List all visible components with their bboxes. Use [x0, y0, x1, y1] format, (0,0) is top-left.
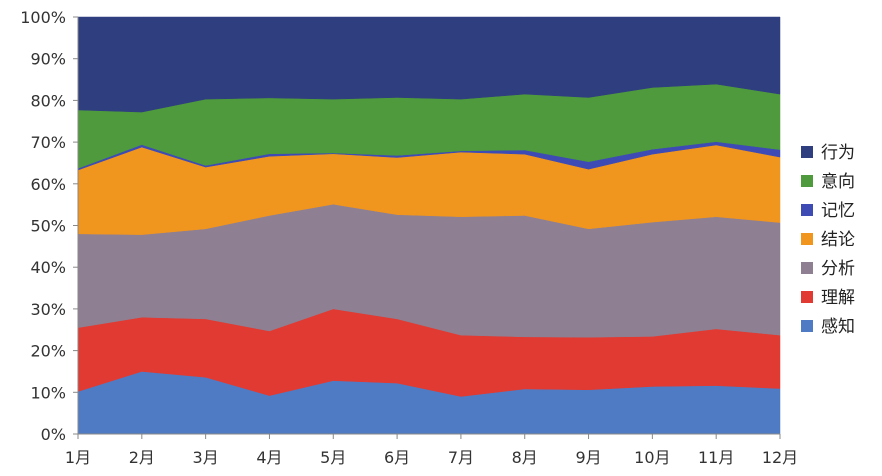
x-tick-label: 10月: [634, 448, 670, 467]
y-tick-label: 20%: [30, 342, 66, 361]
y-tick-label: 10%: [30, 383, 66, 402]
x-tick-label: 3月: [193, 448, 219, 467]
legend-swatch: [801, 262, 813, 274]
legend-label: 行为: [821, 143, 855, 163]
legend-swatch: [801, 204, 813, 216]
x-tick-label: 1月: [65, 448, 91, 467]
x-axis-ticks: 1月 2月 3月 4月 5月 6月 7月 8月 9月 10月 11月 12月: [65, 434, 798, 467]
legend-label: 感知: [821, 317, 855, 337]
legend-label: 记忆: [821, 201, 855, 221]
x-tick-label: 7月: [448, 448, 474, 467]
legend-swatch: [801, 320, 813, 332]
y-tick-label: 30%: [30, 300, 66, 319]
y-tick-label: 40%: [30, 258, 66, 277]
x-tick-label: 4月: [256, 448, 282, 467]
x-tick-label: 6月: [384, 448, 410, 467]
y-axis-ticks: 0% 10% 20% 30% 40% 50% 60% 70% 80% 90% 100%: [20, 8, 78, 444]
y-tick-label: 50%: [30, 217, 66, 236]
legend-swatch: [801, 175, 813, 187]
legend-label: 意向: [821, 172, 855, 192]
x-tick-label: 2月: [129, 448, 155, 467]
y-tick-label: 90%: [30, 50, 66, 69]
y-tick-label: 80%: [30, 91, 66, 110]
legend-label: 分析: [821, 259, 855, 279]
legend-label: 结论: [821, 230, 855, 250]
y-tick-label: 100%: [20, 8, 66, 27]
x-tick-label: 8月: [512, 448, 538, 467]
y-tick-label: 70%: [30, 133, 66, 152]
legend-swatch: [801, 291, 813, 303]
legend-label: 理解: [821, 288, 855, 308]
x-tick-label: 5月: [320, 448, 346, 467]
area-series-group: [77, 16, 781, 435]
x-tick-label: 11月: [698, 448, 734, 467]
y-tick-label: 0%: [41, 425, 66, 444]
y-tick-label: 60%: [30, 175, 66, 194]
x-tick-label: 9月: [575, 448, 601, 467]
legend-swatch: [801, 233, 813, 245]
x-tick-label: 12月: [762, 448, 798, 467]
legend-swatch: [801, 146, 813, 158]
area-series-7: [77, 16, 781, 113]
